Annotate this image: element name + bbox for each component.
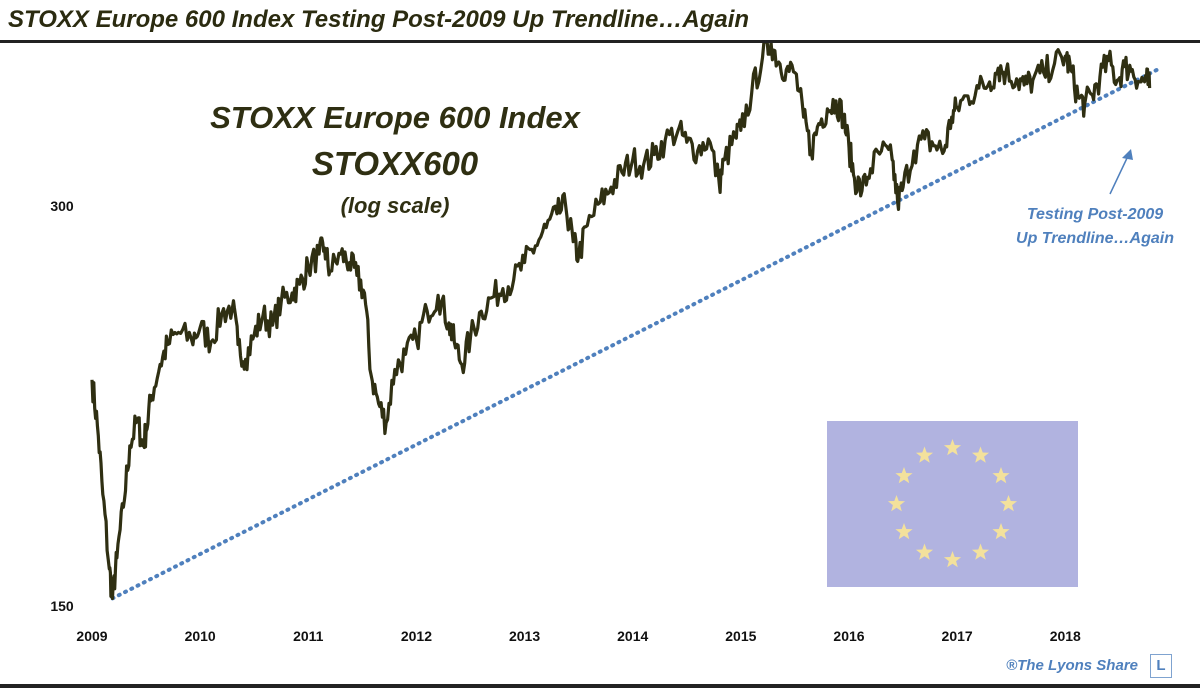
- annotation-arrow: [1109, 155, 1129, 195]
- x-tick-label: 2014: [617, 628, 648, 644]
- headline-bar: STOXX Europe 600 Index Testing Post-2009…: [0, 0, 1200, 43]
- x-tick-label: 2012: [401, 628, 432, 644]
- eu-flag: [827, 421, 1078, 587]
- y-tick-label: 300: [50, 198, 74, 214]
- x-tick-label: 2017: [942, 628, 973, 644]
- annotation-arrowhead-icon: [1122, 149, 1133, 160]
- x-tick-label: 2016: [833, 628, 864, 644]
- y-tick-label: 150: [50, 598, 74, 614]
- flag-star-icon: [971, 446, 990, 463]
- headline: STOXX Europe 600 Index Testing Post-2009…: [8, 6, 750, 33]
- chart-subtitle: STOXX600: [312, 145, 479, 182]
- credit-text: ®The Lyons Share: [1006, 657, 1138, 674]
- flag-star-icon: [999, 495, 1018, 512]
- stoxx600-series-line: [90, 43, 1152, 600]
- flag-star-icon: [915, 543, 934, 560]
- flag-star-icon: [915, 446, 934, 463]
- flag-star-icon: [992, 523, 1010, 540]
- stoxx-line-chart: 2009 2010 2011 2012 2013 2014 2015 2016 2017 2018…: [50, 43, 1174, 644]
- flag-star-icon: [943, 439, 962, 456]
- annotation-layer: Testing Post-2009 Up Trendline…Again: [1016, 149, 1174, 247]
- flag-star-icon: [887, 495, 906, 512]
- flag-star-icon: [943, 551, 962, 568]
- flag-star-icon: [895, 467, 913, 484]
- scale-note: (log scale): [341, 193, 450, 218]
- x-tick-label: 2011: [293, 628, 324, 644]
- credit-logo: L: [1150, 654, 1172, 678]
- trendline-layer: [110, 66, 1163, 601]
- x-tick-label: 2018: [1050, 628, 1081, 644]
- flag-star-icon: [992, 467, 1010, 484]
- x-tick-label: 2015: [725, 628, 756, 644]
- axis-layer: 2009 2010 2011 2012 2013 2014 2015 2016 2017 2018…: [50, 198, 1081, 644]
- x-tick-label: 2009: [76, 628, 107, 644]
- x-tick-label: 2013: [509, 628, 540, 644]
- bottom-rule: [0, 684, 1200, 688]
- x-tick-label: 2010: [185, 628, 216, 644]
- series-layer: [90, 43, 1152, 600]
- chart-titles: STOXX Europe 600 Index STOXX600 (log scale…: [210, 100, 582, 218]
- annotation-text: Testing Post-2009: [1027, 206, 1163, 223]
- up-trendline: [110, 66, 1163, 601]
- flag-star-icon: [895, 523, 913, 540]
- chart-title: STOXX Europe 600 Index: [210, 100, 582, 135]
- annotation-text: Up Trendline…Again: [1016, 230, 1174, 247]
- flag-star-icon: [971, 543, 990, 560]
